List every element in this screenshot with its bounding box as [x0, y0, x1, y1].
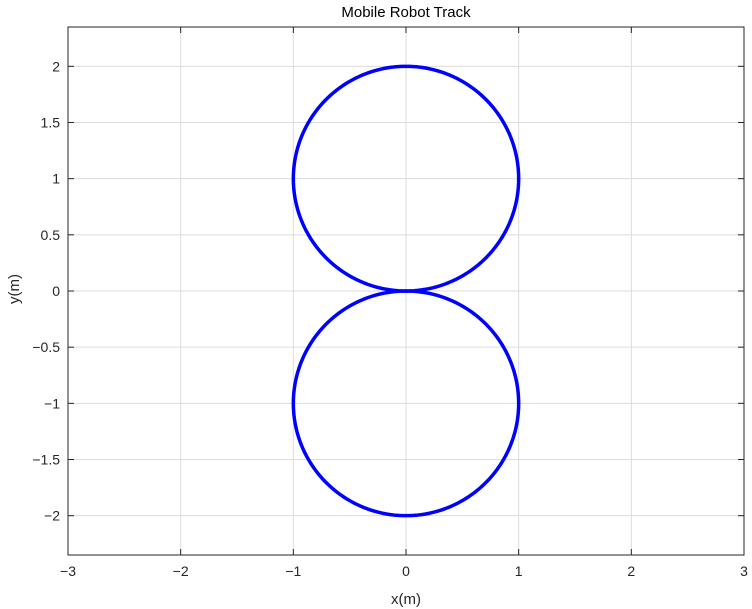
y-tick-label: 2 — [52, 58, 60, 74]
x-tick-label: 0 — [402, 563, 410, 579]
x-tick-label: −1 — [285, 563, 301, 579]
y-tick-label: 0 — [52, 283, 60, 299]
y-tick-label: −1 — [44, 395, 60, 411]
x-tick-label: −3 — [60, 563, 76, 579]
y-tick-label: −1.5 — [32, 452, 60, 468]
y-tick-label: −2 — [44, 508, 60, 524]
y-tick-label: 0.5 — [41, 227, 61, 243]
x-tick-label: 3 — [740, 563, 748, 579]
x-axis-label: x(m) — [391, 591, 421, 608]
y-axis-label: y(m) — [6, 274, 23, 304]
x-tick-label: 2 — [627, 563, 635, 579]
y-tick-label: 1 — [52, 171, 60, 187]
chart-title: Mobile Robot Track — [341, 4, 471, 21]
y-tick-label: 1.5 — [41, 114, 61, 130]
x-tick-label: 1 — [515, 563, 523, 579]
x-tick-label: −2 — [173, 563, 189, 579]
y-tick-label: −0.5 — [32, 339, 60, 355]
